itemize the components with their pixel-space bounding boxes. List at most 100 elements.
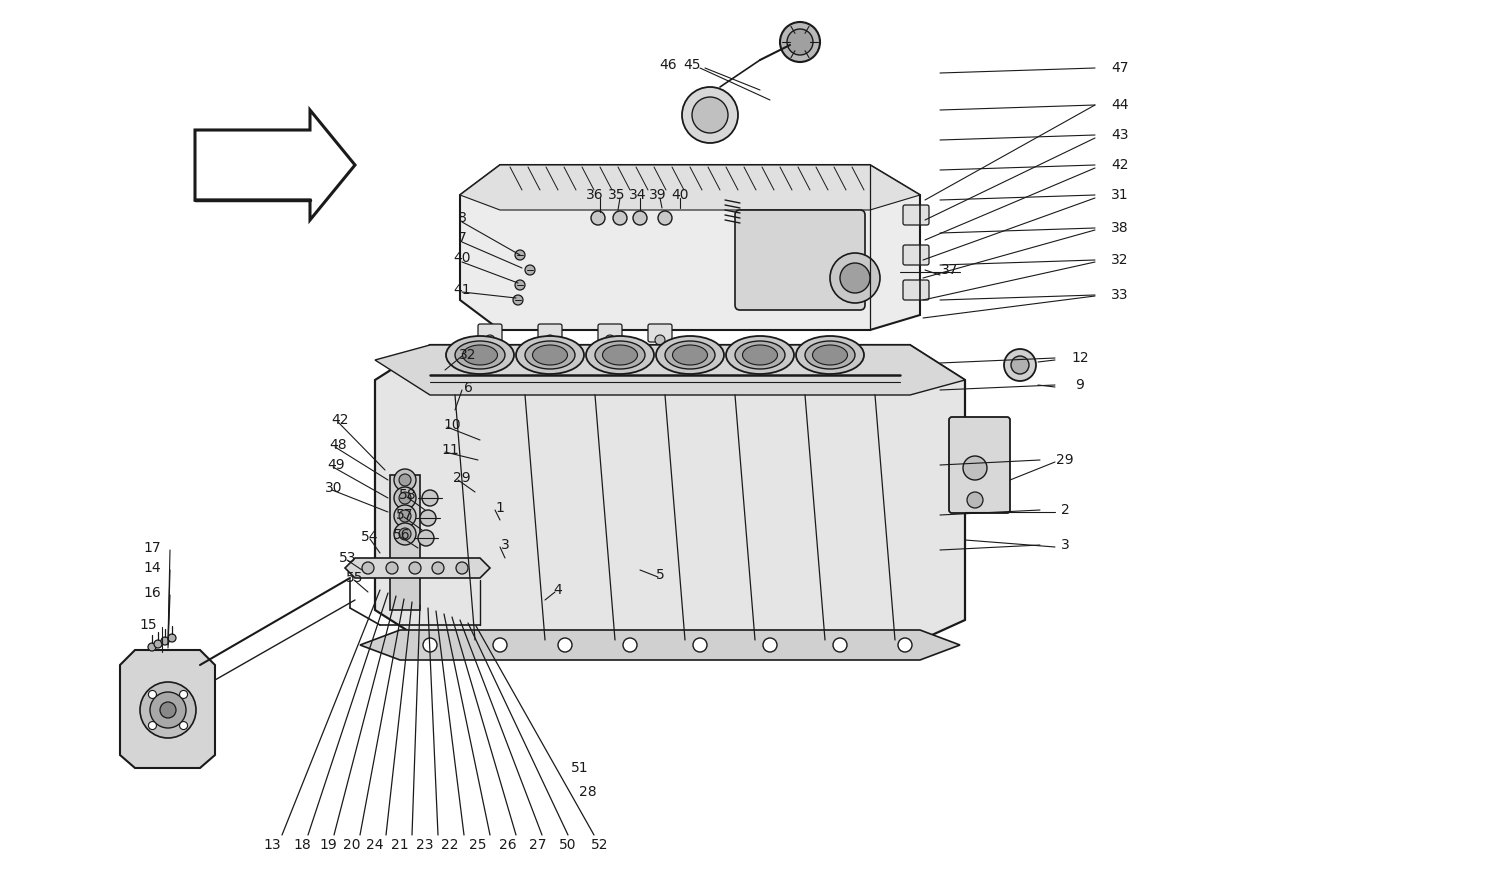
Text: 37: 37 [940,263,958,277]
Text: 29: 29 [453,471,471,485]
FancyBboxPatch shape [950,417,1010,513]
Text: 27: 27 [530,838,546,852]
Circle shape [604,335,615,345]
Text: 41: 41 [453,283,471,297]
Text: 40: 40 [453,251,471,265]
Text: 3: 3 [501,538,510,552]
Text: 57: 57 [396,508,414,522]
Text: 5: 5 [656,568,664,582]
Polygon shape [460,165,920,330]
Text: 52: 52 [591,838,609,852]
Circle shape [399,474,411,486]
Text: 58: 58 [399,488,417,502]
Ellipse shape [596,341,645,369]
Circle shape [614,211,627,225]
Ellipse shape [813,345,847,365]
Polygon shape [460,165,920,210]
Circle shape [154,640,162,648]
Circle shape [622,638,638,652]
Ellipse shape [516,336,584,374]
Text: 24: 24 [366,838,384,852]
Circle shape [399,492,411,504]
Circle shape [682,87,738,143]
Text: 8: 8 [458,211,466,225]
Ellipse shape [603,345,638,365]
Text: 16: 16 [142,586,160,600]
Text: 19: 19 [320,838,338,852]
Ellipse shape [664,341,716,369]
Circle shape [692,97,728,133]
Circle shape [160,637,170,645]
Circle shape [399,528,411,540]
FancyBboxPatch shape [648,324,672,342]
Circle shape [423,638,436,652]
Polygon shape [195,110,356,220]
Circle shape [148,691,156,699]
Text: 26: 26 [500,838,517,852]
Ellipse shape [656,336,724,374]
Ellipse shape [672,345,708,365]
Text: 1: 1 [495,501,504,515]
Circle shape [432,562,444,574]
Circle shape [180,722,188,730]
Text: 45: 45 [682,58,700,72]
Circle shape [386,562,398,574]
Text: 25: 25 [470,838,486,852]
Text: 39: 39 [650,188,668,202]
Circle shape [968,492,982,508]
Text: 14: 14 [142,561,160,575]
Ellipse shape [532,345,567,365]
Circle shape [513,295,523,305]
Text: 43: 43 [1112,128,1128,142]
Polygon shape [345,558,490,578]
Text: 51: 51 [572,761,590,775]
Text: 32: 32 [459,348,477,362]
Polygon shape [390,475,420,610]
Text: 18: 18 [292,838,310,852]
Text: 56: 56 [393,528,411,542]
Text: 54: 54 [362,530,378,544]
Text: 42: 42 [332,413,350,427]
Circle shape [780,22,820,62]
Circle shape [525,265,536,275]
Circle shape [394,505,416,527]
FancyBboxPatch shape [735,210,866,310]
Text: 49: 49 [327,458,345,472]
Ellipse shape [446,336,514,374]
Text: 17: 17 [142,541,160,555]
Circle shape [148,722,156,730]
Polygon shape [375,345,964,395]
Circle shape [456,562,468,574]
Circle shape [394,469,416,491]
Text: 21: 21 [392,838,410,852]
Circle shape [150,692,186,728]
Circle shape [362,562,374,574]
FancyBboxPatch shape [538,324,562,342]
FancyBboxPatch shape [903,205,928,225]
Text: 4: 4 [554,583,562,597]
Text: 29: 29 [1056,453,1074,467]
Text: 33: 33 [1112,288,1128,302]
Circle shape [514,280,525,290]
Text: 6: 6 [464,381,472,395]
Circle shape [898,638,912,652]
Text: 53: 53 [339,551,357,565]
Circle shape [140,682,196,738]
Circle shape [399,510,411,522]
FancyBboxPatch shape [598,324,622,342]
FancyBboxPatch shape [903,245,928,265]
Circle shape [544,335,555,345]
Ellipse shape [462,345,498,365]
Circle shape [394,487,416,509]
Circle shape [788,29,813,55]
Circle shape [840,263,870,293]
Ellipse shape [586,336,654,374]
FancyBboxPatch shape [478,324,502,342]
Text: 15: 15 [140,618,158,632]
Text: 11: 11 [441,443,459,457]
Circle shape [419,530,434,546]
Circle shape [420,510,436,526]
Circle shape [410,562,422,574]
Circle shape [180,691,188,699]
Text: 47: 47 [1112,61,1128,75]
